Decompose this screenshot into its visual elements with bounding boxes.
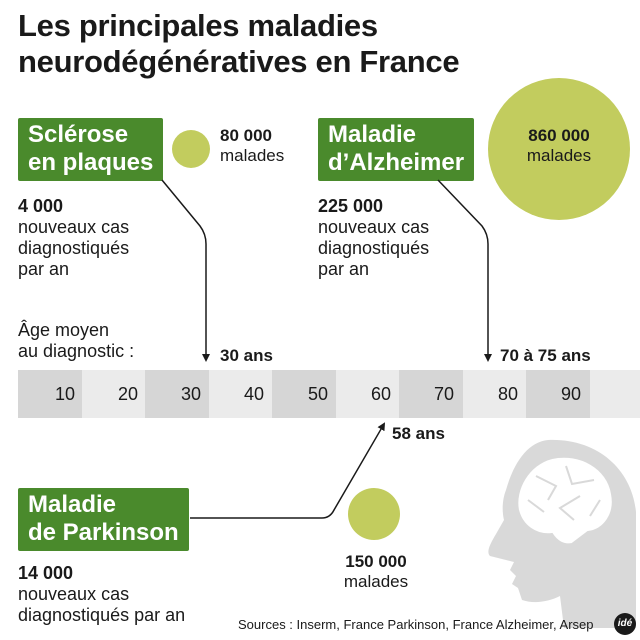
patients-count-alzheimer: 860 000 malades	[502, 126, 616, 166]
age-tick: 50	[307, 384, 329, 404]
patients-number: 80 000	[220, 126, 272, 145]
arrow-alzheimer	[437, 179, 492, 362]
disease-label-parkinson: Maladie de Parkinson	[18, 488, 189, 551]
age-tick: 30	[180, 384, 202, 404]
disease-name-line-2: en plaques	[28, 149, 154, 176]
arrow-sclerose	[161, 179, 210, 362]
age-scale: 10 20 30 40 50 60 70 80 90	[18, 370, 640, 418]
patients-number: 860 000	[528, 126, 590, 145]
disease-name-line-1: Maladie	[328, 121, 417, 148]
title-line-2: neurodégénératives en France	[18, 44, 460, 79]
age-label-line-1: Âge moyen	[18, 320, 110, 340]
age-scale-segment	[272, 370, 336, 418]
new-cases-text: par an	[18, 259, 70, 279]
new-cases-parkinson: 14 000 nouveaux cas diagnostiqués par an	[18, 563, 185, 626]
patients-number: 150 000	[345, 552, 407, 571]
age-scale-segment	[335, 370, 399, 418]
disease-name-line-2: d’Alzheimer	[328, 149, 465, 176]
age-scale-segment	[208, 370, 272, 418]
patients-circle-sclerose	[172, 130, 210, 168]
age-tick: 40	[243, 384, 265, 404]
disease-label-sclerose: Sclérose en plaques	[18, 118, 164, 181]
new-cases-sclerose: 4 000 nouveaux cas diagnostiqués par an	[18, 196, 129, 280]
new-cases-text: diagnostiqués	[18, 238, 130, 258]
age-tick: 80	[497, 384, 519, 404]
patients-label: malades	[220, 146, 285, 165]
disease-name-line-1: Sclérose	[28, 121, 129, 148]
patients-label: malades	[343, 572, 409, 591]
age-label-line-2: au diagnostic :	[18, 341, 135, 361]
new-cases-text: nouveaux cas	[318, 217, 430, 237]
new-cases-text: diagnostiqués	[318, 238, 430, 258]
age-scale-segment	[145, 370, 209, 418]
age-scale-segment	[81, 370, 145, 418]
mean-age-parkinson: 58 ans	[392, 424, 445, 443]
age-scale-segment	[589, 370, 640, 418]
ide-logo-icon: idé	[614, 613, 636, 635]
mean-age-alzheimer: 70 à 75 ans	[500, 346, 591, 365]
patients-circle-alzheimer	[488, 78, 630, 220]
new-cases-text: par an	[318, 259, 370, 279]
age-label: Âge moyen au diagnostic :	[18, 320, 134, 362]
new-cases-alzheimer: 225 000 nouveaux cas diagnostiqués par a…	[318, 196, 429, 280]
arrow-parkinson	[190, 422, 386, 519]
age-scale-segment	[526, 370, 590, 418]
new-cases-text: diagnostiqués par an	[18, 605, 186, 625]
age-tick: 10	[54, 384, 76, 404]
disease-label-alzheimer: Maladie d’Alzheimer	[318, 118, 475, 181]
age-scale-segment	[462, 370, 526, 418]
new-cases-number: 4 000	[18, 196, 64, 216]
brain-fold-icon	[527, 465, 601, 521]
patients-label: malades	[526, 146, 592, 165]
new-cases-number: 225 000	[318, 196, 384, 216]
age-scale-segment	[18, 370, 82, 418]
age-tick: 90	[560, 384, 582, 404]
patients-circle-parkinson	[348, 488, 400, 540]
new-cases-text: nouveaux cas	[18, 584, 130, 604]
new-cases-number: 14 000	[18, 563, 74, 583]
page-title: Les principales maladies neurodégénérati…	[18, 8, 628, 80]
mean-age-sclerose: 30 ans	[220, 346, 273, 365]
disease-name-line-1: Maladie	[28, 491, 117, 518]
patients-count-parkinson: 150 000 malades	[338, 552, 414, 592]
age-tick: 20	[117, 384, 139, 404]
age-tick: 70	[433, 384, 455, 404]
title-line-1: Les principales maladies	[18, 8, 378, 43]
new-cases-text: nouveaux cas	[18, 217, 130, 237]
age-tick: 60	[370, 384, 392, 404]
age-scale-segment	[399, 370, 463, 418]
disease-name-line-2: de Parkinson	[28, 519, 179, 546]
patients-count-sclerose: 80 000 malades	[220, 126, 284, 166]
sources-note: Sources : Inserm, France Parkinson, Fran…	[238, 617, 594, 632]
